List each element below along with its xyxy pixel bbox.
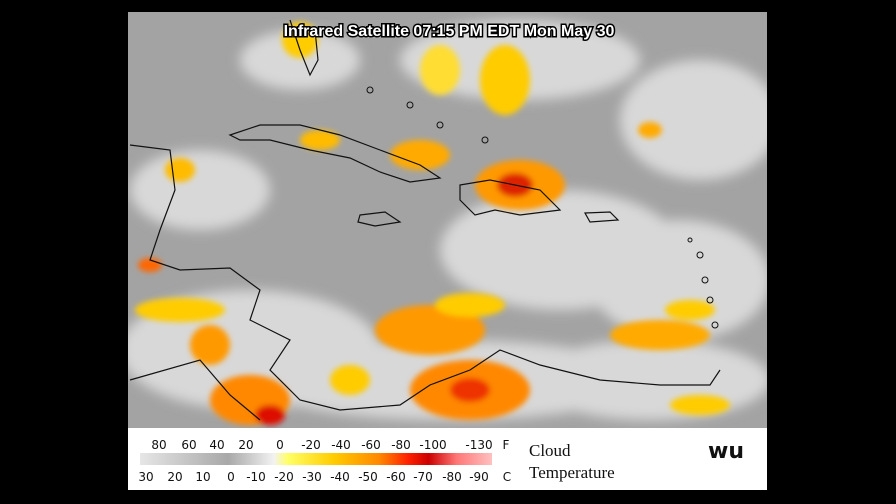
legend-label: 0 [276,438,284,452]
legend-label: C [503,470,511,484]
legend-label: 20 [167,470,182,484]
legend-label: -50 [358,470,378,484]
legend-label: -20 [301,438,321,452]
legend-label: -90 [469,470,489,484]
legend-label: -100 [419,438,446,452]
legend-label: -60 [386,470,406,484]
fahrenheit-labels: 80 60 40 20 0 -20 -40 -60 -80 -100 -130 F [151,438,509,452]
legend-label: 60 [181,438,196,452]
legend-caption: Cloud [529,441,571,460]
legend-label: 40 [209,438,224,452]
legend-label: -20 [274,470,294,484]
legend-label: -80 [391,438,411,452]
legend-label: 80 [151,438,166,452]
legend-label: -70 [413,470,433,484]
legend-label: 20 [238,438,253,452]
title: Infrared Satellite 07:15 PM EDT Mon May … [284,23,615,40]
legend-label: -130 [465,438,492,452]
legend-caption: Temperature [529,463,615,482]
legend-label: -40 [330,470,350,484]
legend-label: 30 [138,470,153,484]
legend-label: F [503,438,510,452]
legend-label: -30 [302,470,322,484]
celsius-labels: 30 20 10 0 -10 -20 -30 -40 -50 -60 -70 -80 -90 C [138,470,511,484]
color-scale [140,453,492,465]
logo: wu [708,439,744,464]
legend-label: -40 [331,438,351,452]
legend-label: 10 [195,470,210,484]
legend-label: 0 [227,470,235,484]
legend-label: -10 [246,470,266,484]
legend-label: -60 [361,438,381,452]
legend-label: -80 [442,470,462,484]
map [128,12,767,428]
